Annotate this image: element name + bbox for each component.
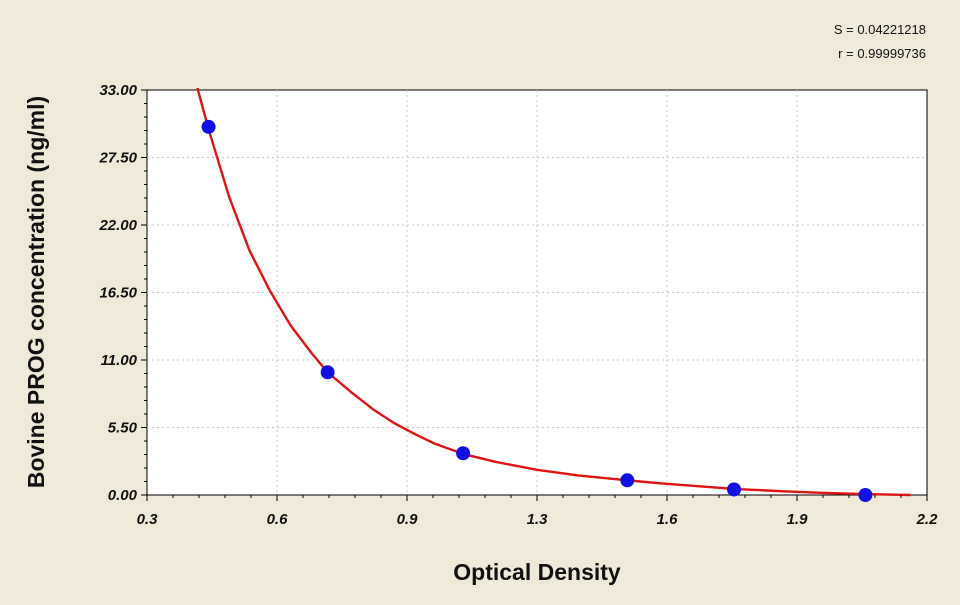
y-axis-title: Bovine PROG concentration (ng/ml) (23, 96, 49, 488)
x-tick-label: 0.6 (267, 511, 289, 528)
y-tick-label: 22.00 (98, 217, 137, 234)
data-point (620, 473, 635, 488)
x-tick-label: 0.9 (397, 511, 419, 528)
x-axis-title: Optical Density (453, 559, 621, 585)
data-point (727, 482, 742, 497)
y-tick-label: 11.00 (101, 352, 138, 369)
y-tick-label: 27.50 (98, 150, 137, 167)
data-point (201, 119, 216, 134)
x-tick-label: 2.2 (916, 511, 939, 528)
data-point (858, 488, 873, 502)
y-tick-label: 33.00 (99, 82, 137, 99)
data-points (201, 119, 873, 502)
y-tick-label: 16.50 (99, 285, 137, 302)
x-tick-label: 1.6 (657, 511, 679, 528)
stat-s-value: S = 0.04221218 (833, 22, 926, 37)
data-point (456, 446, 471, 461)
data-point (320, 365, 335, 380)
y-tick-label: 5.50 (108, 420, 138, 437)
x-tick-label: 1.9 (787, 511, 809, 528)
y-tick-label: 0.00 (108, 487, 138, 504)
stat-r-value: r = 0.99999736 (838, 46, 926, 61)
axes: 0.3 0.6 0.9 1.3 1.6 1.9 2.2 0.00 5.50 11.00 16.50 2… (98, 82, 938, 528)
x-tick-label: 0.3 (137, 511, 159, 528)
grid (147, 90, 927, 495)
x-tick-label: 1.3 (527, 511, 549, 528)
